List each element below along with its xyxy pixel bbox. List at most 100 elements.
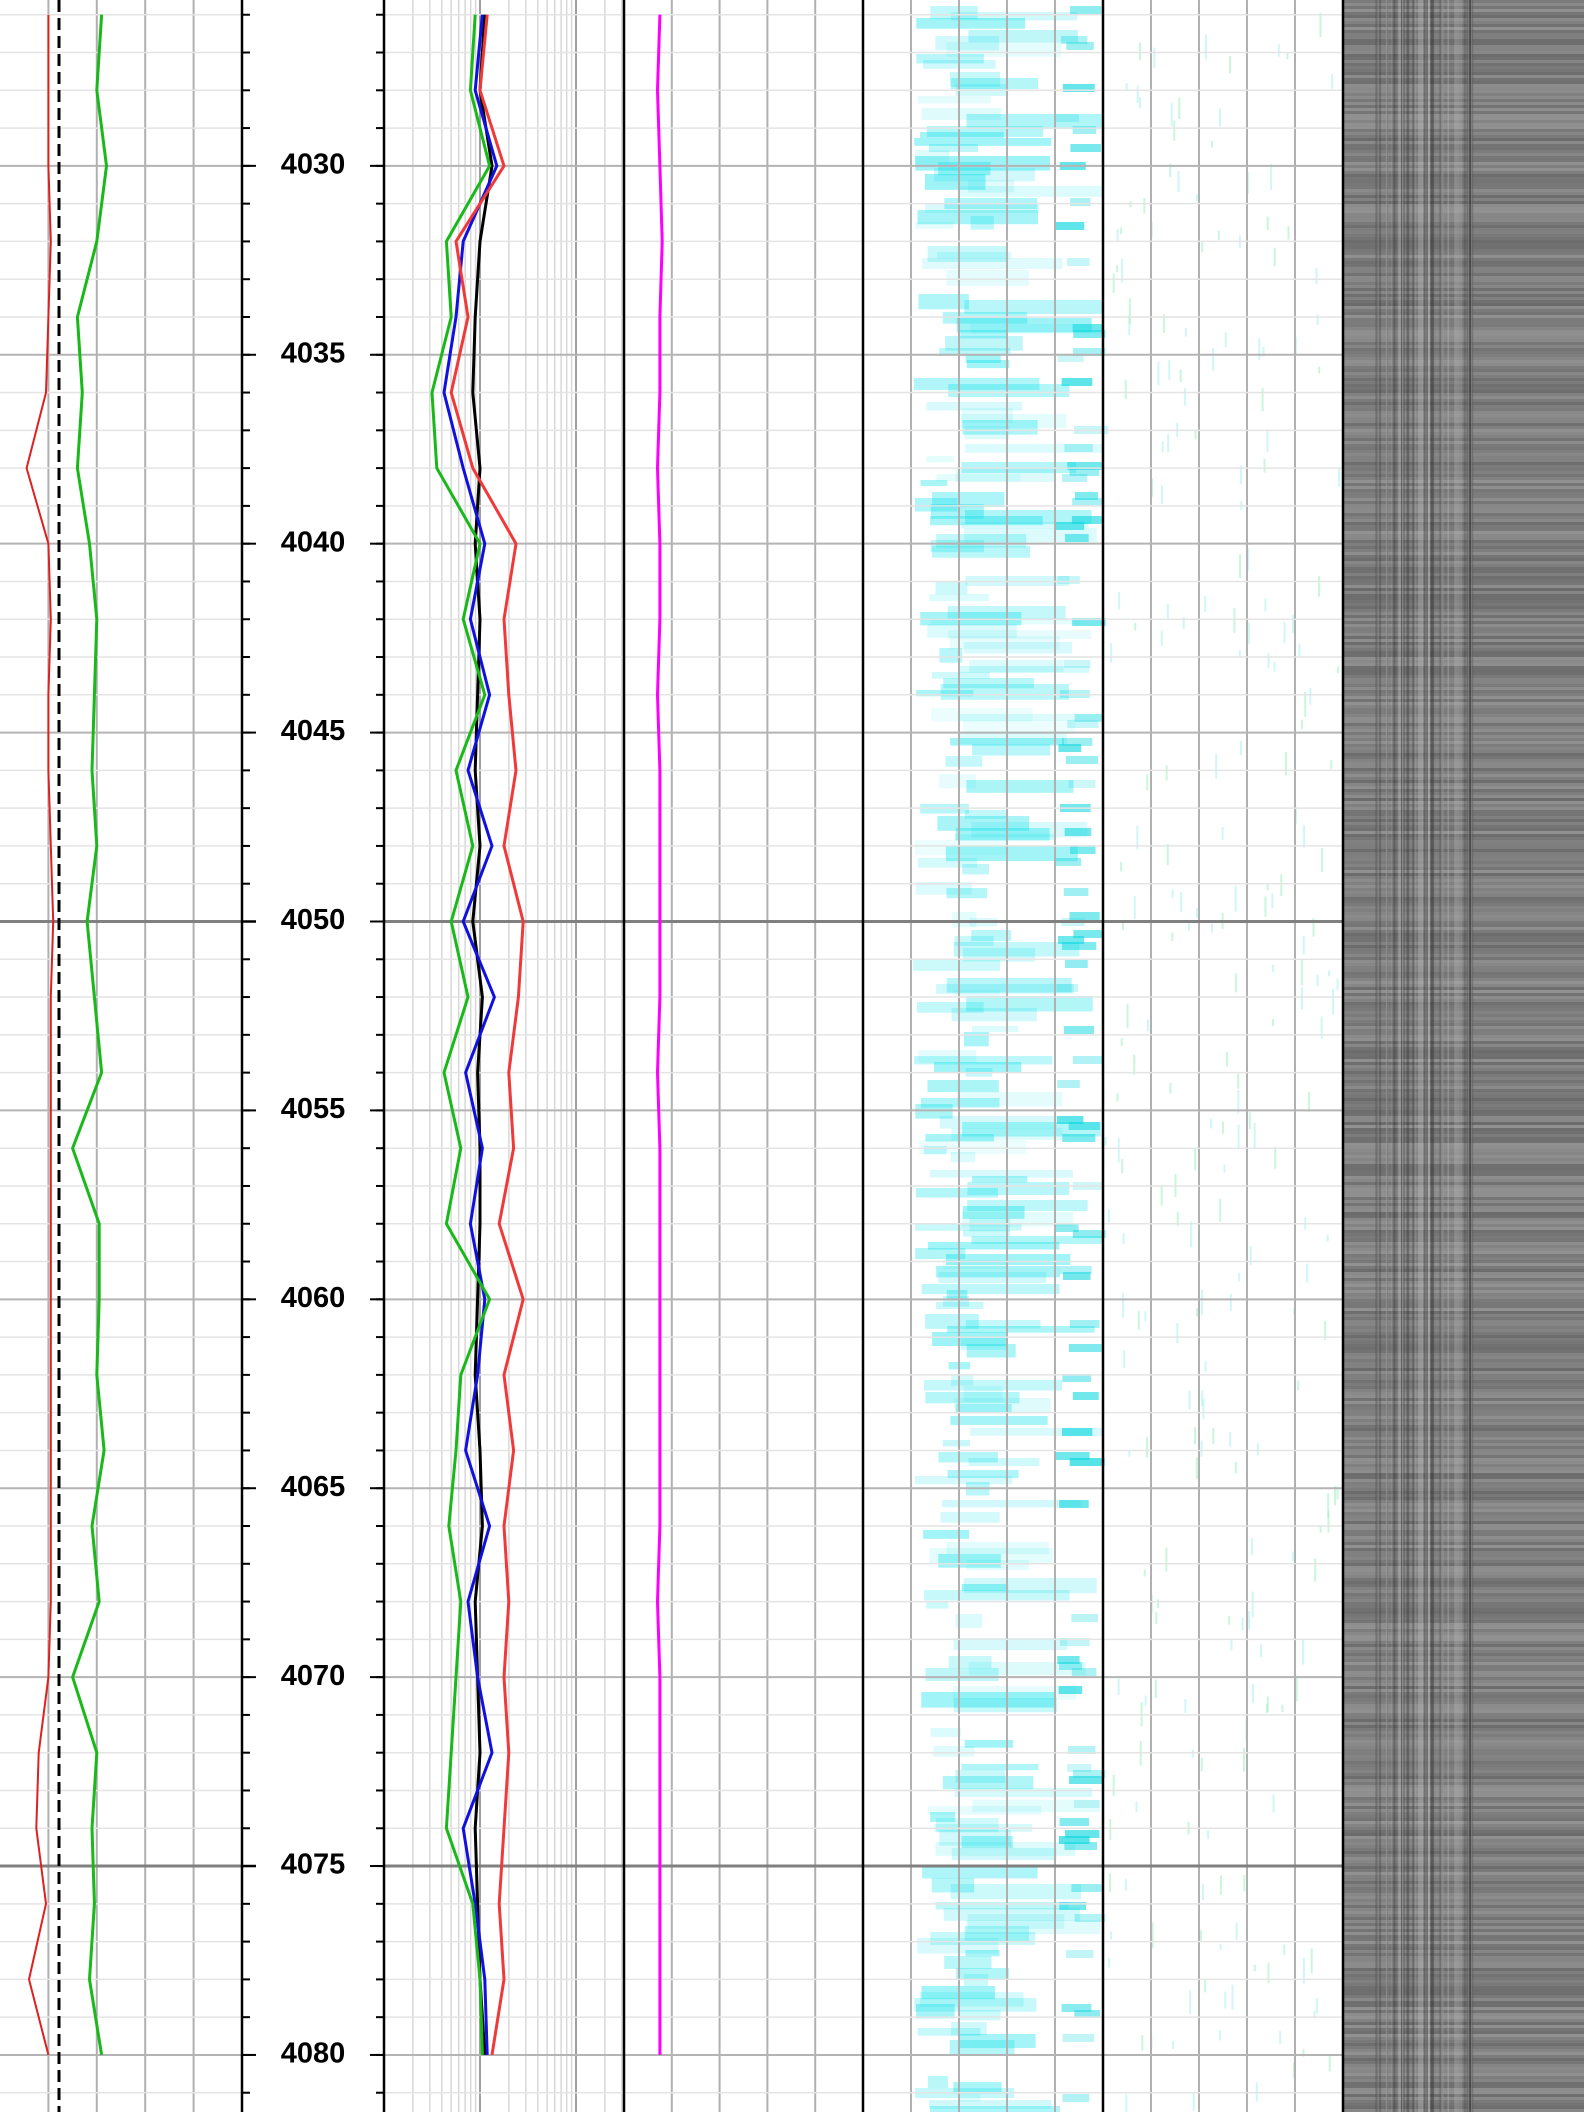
- image-texture: [1395, 0, 1399, 2112]
- image-texture: [1343, 747, 1584, 750]
- image-texture: [1343, 1740, 1584, 1743]
- image-texture: [1343, 1296, 1584, 1299]
- image-texture: [1230, 1639, 1233, 1651]
- image-texture: [1343, 1824, 1584, 1827]
- image-texture: [1229, 1432, 1232, 1447]
- image-texture: [1343, 708, 1584, 711]
- image-texture: [1343, 720, 1584, 723]
- image-texture: [1248, 1611, 1251, 1630]
- image-texture: [1343, 1236, 1584, 1239]
- image-texture: [1343, 960, 1584, 963]
- image-texture: [1343, 777, 1584, 780]
- image-texture: [1343, 849, 1584, 852]
- image-texture: [1343, 639, 1584, 642]
- image-texture: [1343, 1293, 1584, 1296]
- image-texture: [939, 1116, 1057, 1129]
- image-texture: [1343, 660, 1584, 663]
- image-texture: [1343, 537, 1584, 540]
- image-texture: [1343, 1734, 1584, 1737]
- image-texture: [940, 1512, 1000, 1523]
- image-texture: [1343, 351, 1584, 354]
- image-texture: [1343, 27, 1584, 30]
- image-texture: [955, 468, 1055, 483]
- image-texture: [1343, 1419, 1584, 1422]
- image-texture: [1343, 1098, 1584, 1101]
- image-texture: [1056, 984, 1079, 992]
- image-texture: [1343, 1968, 1584, 1971]
- image-texture: [1343, 1548, 1584, 1551]
- image-texture: [1135, 1801, 1138, 1813]
- image-texture: [1343, 327, 1584, 330]
- image-texture: [1225, 1052, 1228, 1067]
- image-texture: [1343, 1806, 1584, 1809]
- image-texture: [1343, 168, 1584, 171]
- image-texture: [1343, 2010, 1584, 2013]
- image-texture: [1343, 204, 1584, 207]
- image-texture: [1055, 1224, 1079, 1232]
- image-texture: [970, 216, 994, 230]
- image-texture: [1343, 363, 1584, 366]
- image-texture: [925, 1314, 979, 1329]
- image-texture: [961, 1584, 1009, 1592]
- image-texture: [954, 1788, 1093, 1798]
- image-texture: [1212, 1427, 1215, 1445]
- image-texture: [1343, 300, 1584, 303]
- image-texture: [947, 630, 1092, 640]
- image-texture: [1059, 690, 1090, 698]
- image-texture: [1248, 1112, 1251, 1130]
- image-texture: [1343, 222, 1584, 225]
- image-texture: [1343, 9, 1584, 12]
- image-texture: [1343, 1125, 1584, 1128]
- image-texture: [1343, 1947, 1584, 1950]
- image-texture: [1343, 1956, 1584, 1959]
- image-texture: [1343, 294, 1584, 297]
- image-texture: [1343, 816, 1584, 819]
- image-texture: [1343, 915, 1584, 918]
- image-texture: [1200, 1757, 1203, 1771]
- image-texture: [971, 1236, 1103, 1244]
- image-texture: [1343, 33, 1584, 36]
- image-texture: [915, 1224, 1022, 1231]
- image-texture: [1343, 252, 1584, 255]
- image-texture: [1343, 1680, 1584, 1683]
- image-texture: [1255, 2082, 1258, 2102]
- image-texture: [1319, 12, 1322, 38]
- image-texture: [1343, 1431, 1584, 1434]
- image-texture: [1107, 1209, 1110, 1223]
- image-texture: [1343, 1749, 1584, 1752]
- image-texture: [1343, 636, 1584, 639]
- image-texture: [1343, 438, 1584, 441]
- image-texture: [1219, 108, 1222, 127]
- image-texture: [1343, 1413, 1584, 1416]
- image-texture: [1343, 1743, 1584, 1746]
- image-texture: [1343, 1410, 1584, 1413]
- image-texture: [1146, 774, 1149, 791]
- image-texture: [1343, 1725, 1584, 1728]
- image-texture: [1343, 1767, 1584, 1770]
- image-texture: [1343, 1062, 1584, 1065]
- depth-label: 4040: [281, 526, 346, 558]
- image-texture: [1343, 120, 1584, 123]
- image-texture: [931, 1878, 975, 1893]
- image-texture: [1343, 219, 1584, 222]
- image-texture: [1343, 528, 1584, 531]
- image-texture: [1239, 740, 1242, 755]
- image-texture: [1343, 1716, 1584, 1719]
- image-texture: [1120, 1038, 1123, 1046]
- image-texture: [1343, 1194, 1584, 1197]
- image-texture: [1343, 1143, 1584, 1146]
- image-texture: [1291, 1551, 1294, 1562]
- image-texture: [1466, 0, 1469, 2112]
- image-texture: [1139, 97, 1142, 109]
- image-texture: [1058, 1686, 1083, 1694]
- image-texture: [1343, 474, 1584, 477]
- image-texture: [1343, 669, 1584, 672]
- image-texture: [1343, 45, 1584, 48]
- image-texture: [930, 504, 984, 519]
- image-texture: [932, 672, 990, 679]
- image-texture: [1108, 1873, 1111, 1893]
- image-texture: [1143, 197, 1146, 214]
- image-texture: [1234, 1462, 1237, 1474]
- image-texture: [1259, 1644, 1262, 1658]
- image-texture: [1343, 579, 1584, 582]
